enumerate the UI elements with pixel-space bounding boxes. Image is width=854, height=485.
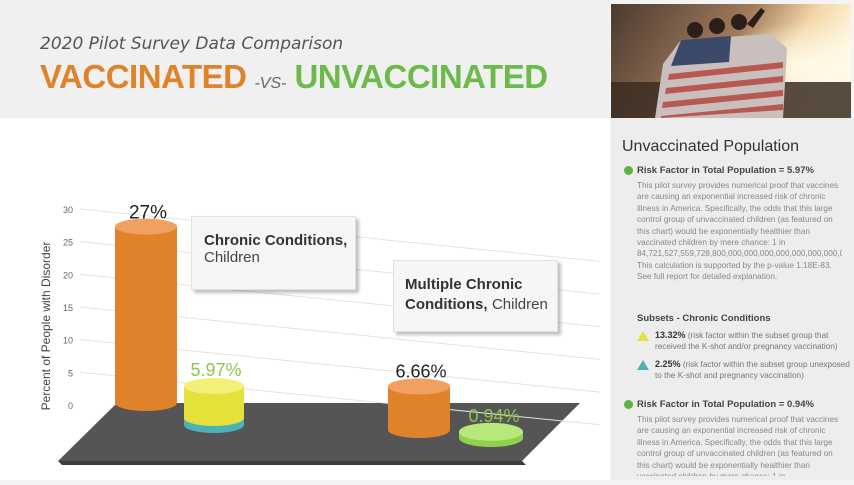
bar-group1-vaccinated-top — [115, 218, 177, 235]
risk-paragraph-1: This pilot survey provides numerical pro… — [637, 181, 842, 282]
y-tick-label: 25 — [63, 238, 73, 248]
flag-family-photo — [611, 4, 851, 118]
subset-item-1: 13.32% (risk factor within the subset gr… — [655, 330, 850, 353]
sidebar-title: Unvaccinated Population — [622, 138, 800, 155]
subset-2-value: 2.25% — [655, 359, 681, 369]
y-tick-label: 5 — [68, 368, 73, 378]
comparison-title: VACCINATED -VS- UNVACCINATED — [40, 58, 548, 96]
risk-factor-2: Risk Factor in Total Population = 0.94% — [637, 399, 814, 410]
y-tick-label: 15 — [63, 303, 73, 313]
data-label-6-66: 6.66% — [395, 361, 446, 381]
bar-group2-vaccinated — [388, 378, 450, 438]
bar-group1-unvax-upper-top — [184, 377, 244, 394]
teal-triangle-icon — [637, 360, 649, 370]
y-tick-label: 20 — [63, 270, 73, 280]
subset-1-text: (risk factor within the subset group tha… — [655, 331, 838, 352]
unvaccinated-sidebar: Unvaccinated Population Risk Factor in T… — [611, 118, 854, 480]
category-label-2-bold: Multiple Chronic Conditions, — [405, 276, 523, 313]
category-label-2: Multiple Chronic Conditions, Children — [405, 275, 555, 315]
risk-factor-1: Risk Factor in Total Population = 5.97% — [637, 165, 814, 176]
bar-group2-vaccinated-side — [388, 386, 450, 438]
bar-chart-3d: 0 5 10 15 20 25 30 Percent of People with Disor… — [39, 203, 601, 465]
data-label-27: 27% — [129, 203, 167, 224]
bar-group2-unvaccinated-top — [459, 422, 523, 441]
survey-subtitle: 2020 Pilot Survey Data Comparison — [40, 34, 344, 54]
chart-floor-edge — [58, 461, 526, 465]
category-label-1: Chronic Conditions, Children — [204, 232, 347, 266]
category-label-1-normal: Children — [204, 249, 260, 266]
bar-group1-vaccinated — [115, 218, 177, 411]
green-dot-icon — [624, 166, 633, 175]
y-axis-label: Percent of People with Disorder — [39, 242, 53, 411]
y-tick-label: 10 — [63, 336, 73, 346]
title-vs: -VS- — [254, 74, 287, 92]
category-label-box-1: Chronic Conditions, Children — [191, 216, 356, 290]
header-banner: 2020 Pilot Survey Data Comparison VACCIN… — [0, 0, 610, 118]
bar-group2-unvaccinated — [459, 422, 523, 447]
risk-paragraph-2: This pilot survey provides numerical pro… — [637, 415, 839, 476]
data-label-0-94: 0.94% — [468, 406, 519, 426]
title-unvaccinated: UNVACCINATED — [294, 58, 548, 95]
subsets-title: Subsets - Chronic Conditions — [637, 313, 771, 324]
chart-panel: 0 5 10 15 20 25 30 Percent of People with Disor… — [0, 118, 610, 480]
bar-group2-vaccinated-top — [388, 378, 450, 395]
subset-item-2: 2.25% (risk factor within the subset gro… — [655, 359, 850, 382]
bar-group1-unvax-upper — [184, 377, 244, 426]
title-vaccinated: VACCINATED — [40, 58, 247, 95]
category-label-2-normal: Children — [491, 296, 548, 313]
subset-1-value: 13.32% — [655, 330, 686, 340]
bar-group1-unvax-upper-side — [184, 385, 244, 426]
category-label-box-2: Multiple Chronic Conditions, Children — [393, 260, 558, 332]
green-dot-icon-2 — [624, 400, 633, 409]
data-label-5-97: 5.97% — [190, 360, 241, 380]
subset-2-text: (risk factor within the subset group une… — [655, 360, 850, 381]
category-label-1-bold: Chronic Conditions, — [204, 232, 348, 249]
y-tick-label: 30 — [63, 205, 73, 215]
yellow-triangle-icon — [637, 331, 649, 341]
bar-group1-vaccinated-side — [115, 226, 177, 411]
y-tick-label: 0 — [68, 401, 73, 411]
